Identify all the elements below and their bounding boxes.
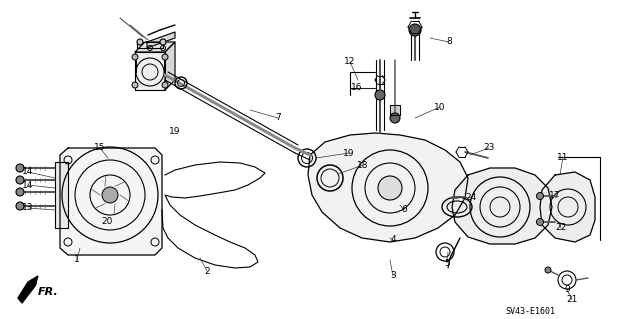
Text: FR.: FR. [38, 287, 58, 297]
Polygon shape [452, 168, 552, 244]
Circle shape [160, 39, 166, 45]
Circle shape [375, 90, 385, 100]
Circle shape [16, 202, 24, 210]
Text: 17: 17 [549, 191, 561, 201]
Circle shape [132, 82, 138, 88]
Text: 22: 22 [556, 224, 566, 233]
Text: 16: 16 [351, 84, 363, 93]
Text: 14: 14 [22, 181, 34, 189]
Circle shape [16, 188, 24, 196]
Text: 23: 23 [483, 144, 495, 152]
Circle shape [390, 113, 400, 123]
Circle shape [409, 24, 421, 36]
Circle shape [162, 54, 168, 60]
Circle shape [102, 187, 118, 203]
Circle shape [137, 39, 143, 45]
Polygon shape [165, 42, 175, 90]
Text: 3: 3 [390, 271, 396, 280]
Polygon shape [137, 42, 163, 48]
Text: 9: 9 [564, 285, 570, 293]
Text: 20: 20 [101, 218, 113, 226]
Circle shape [536, 219, 543, 226]
Text: 18: 18 [357, 160, 369, 169]
Text: 21: 21 [566, 295, 578, 305]
Text: SV43-E1601: SV43-E1601 [505, 308, 555, 316]
Text: 8: 8 [446, 38, 452, 47]
Polygon shape [60, 148, 162, 255]
Circle shape [132, 54, 138, 60]
Circle shape [162, 82, 168, 88]
Text: 1: 1 [74, 256, 80, 264]
Polygon shape [135, 42, 175, 52]
Text: 4: 4 [390, 235, 396, 244]
Circle shape [16, 176, 24, 184]
Polygon shape [390, 105, 400, 115]
Circle shape [536, 192, 543, 199]
Text: 12: 12 [344, 57, 356, 66]
Text: 15: 15 [94, 144, 106, 152]
Polygon shape [147, 32, 175, 48]
Text: 19: 19 [169, 127, 180, 136]
Circle shape [16, 164, 24, 172]
Text: 11: 11 [557, 152, 569, 161]
Text: 14: 14 [22, 167, 34, 176]
Circle shape [378, 176, 402, 200]
Text: 7: 7 [275, 114, 281, 122]
Text: 10: 10 [435, 102, 445, 112]
Text: 24: 24 [465, 192, 477, 202]
Polygon shape [55, 162, 68, 228]
Text: 13: 13 [22, 204, 34, 212]
Polygon shape [18, 276, 38, 303]
Text: 6: 6 [401, 205, 407, 214]
Polygon shape [135, 52, 165, 90]
Circle shape [545, 267, 551, 273]
Text: 5: 5 [444, 258, 450, 268]
Polygon shape [540, 172, 595, 242]
Polygon shape [308, 133, 468, 242]
Text: 19: 19 [343, 149, 355, 158]
Text: 2: 2 [204, 266, 210, 276]
